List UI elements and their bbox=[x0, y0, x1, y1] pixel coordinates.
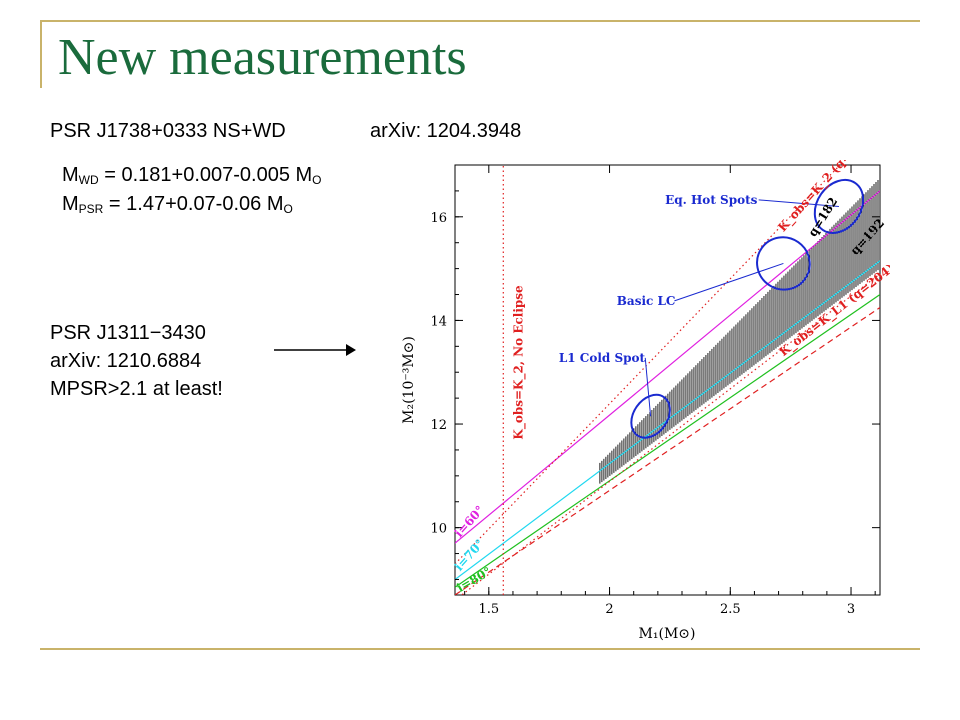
annotation-pointer bbox=[674, 262, 784, 302]
mpsr-sun-sub: O bbox=[283, 202, 293, 216]
mwd-m: M bbox=[62, 164, 79, 186]
annotation-label: L1 Cold Spot bbox=[559, 351, 646, 365]
series-line bbox=[460, 273, 880, 595]
top-rule bbox=[40, 20, 920, 22]
x-axis-label: M₁(M⊙) bbox=[639, 626, 696, 642]
x-tick-label: 3 bbox=[847, 602, 855, 617]
mwd-rest: = 0.181+0.007-0.005 M bbox=[98, 164, 313, 186]
pointer-arrow bbox=[274, 344, 356, 356]
slide-title: New measurements bbox=[58, 29, 467, 86]
plot-frame bbox=[454, 164, 881, 596]
mpsr-line: MPSR = 1.47+0.07-0.06 MO bbox=[62, 193, 293, 217]
x-tick-label: 1.5 bbox=[478, 602, 499, 617]
series-line bbox=[455, 306, 880, 595]
x-tick-label: 2.5 bbox=[720, 602, 741, 617]
annotation-label: Basic LC bbox=[617, 294, 676, 308]
mwd-sub: WD bbox=[78, 173, 99, 187]
mass-plot: 1.5 2 2.5 3 10 12 14 16 Eq. Hot Spots Basic LC L1… bbox=[401, 160, 890, 642]
confidence-ellipse bbox=[756, 236, 811, 291]
bottom-rule bbox=[40, 648, 920, 650]
y-tick-label: 14 bbox=[430, 314, 447, 329]
series-line bbox=[455, 165, 841, 565]
confidence-ellipse bbox=[630, 393, 671, 439]
y-axis-label: M₂(10⁻³M⊙) bbox=[401, 336, 417, 424]
y-tick-label: 12 bbox=[430, 418, 447, 433]
ellipse-group bbox=[630, 178, 865, 439]
psr2-arxiv: arXiv: 1210.6884 bbox=[50, 350, 202, 372]
title-rule bbox=[40, 20, 42, 88]
series-line bbox=[455, 294, 880, 588]
annotation-pointer bbox=[644, 357, 652, 417]
psr1-name: PSR J1738+0333 NS+WD bbox=[50, 120, 286, 142]
series-line bbox=[455, 190, 880, 544]
psr1-arxiv: arXiv: 1204.3948 bbox=[370, 120, 522, 142]
mpsr-rest: = 1.47+0.07-0.06 M bbox=[103, 193, 284, 215]
ticks-group: 1.5 2 2.5 3 10 12 14 16 bbox=[430, 164, 880, 617]
y-tick-label: 16 bbox=[430, 211, 447, 226]
allowed-band bbox=[599, 177, 880, 484]
annotation-pointer bbox=[758, 199, 839, 207]
mwd-sun-sub: O bbox=[312, 173, 322, 187]
confidence-ellipse bbox=[813, 178, 865, 234]
annotation-label: K_obs=K_2, No Eclipse bbox=[512, 285, 527, 440]
y-tick-label: 10 bbox=[430, 522, 447, 537]
mpsr-sub: PSR bbox=[78, 202, 104, 216]
x-tick-label: 2 bbox=[605, 602, 613, 617]
annotation-label: Eq. Hot Spots bbox=[665, 193, 758, 207]
mpsr-m: M bbox=[62, 193, 79, 215]
psr2-note: MPSR>2.1 at least! bbox=[50, 378, 223, 400]
mwd-line: MWD = 0.181+0.007-0.005 MO bbox=[62, 164, 322, 188]
psr2-name: PSR J1311−3430 bbox=[50, 322, 206, 344]
